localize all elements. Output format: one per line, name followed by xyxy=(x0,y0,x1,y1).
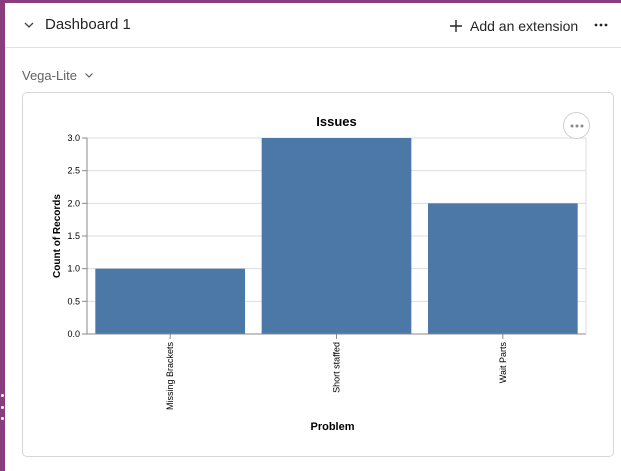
y-tick-label: 3.0 xyxy=(67,133,80,143)
bar xyxy=(261,138,412,334)
chevron-down-icon xyxy=(85,73,93,78)
bar xyxy=(427,203,578,334)
chevron-down-icon[interactable] xyxy=(23,19,35,31)
y-tick-label: 2.0 xyxy=(67,198,80,208)
y-tick-label: 1.0 xyxy=(67,264,80,274)
x-tick-label: Wait Parts xyxy=(498,342,508,384)
chart-card: 0.0 0.5 1.0 1.5 2.0 2.5 3.0 Missing Brackets Sho… xyxy=(22,92,614,457)
x-axis-title: Problem xyxy=(310,421,354,433)
more-horizontal-icon xyxy=(570,124,583,127)
more-horizontal-icon[interactable] xyxy=(591,15,611,35)
y-tick-label: 0.0 xyxy=(67,329,80,339)
y-tick-label: 2.5 xyxy=(67,166,80,176)
app-accent-rail-top xyxy=(0,0,621,3)
y-tick-label: 0.5 xyxy=(67,296,80,306)
drag-handle-icon[interactable] xyxy=(0,394,5,420)
dashboard-header: Dashboard 1 Add an extension xyxy=(5,3,621,48)
x-tick-label: Missing Brackets xyxy=(165,342,175,411)
add-extension-button[interactable]: Add an extension xyxy=(449,14,578,38)
plus-icon xyxy=(450,20,462,32)
x-tick-label: Short staffed xyxy=(332,342,342,393)
dashboard-title: Dashboard 1 xyxy=(45,16,131,33)
bar xyxy=(95,268,246,334)
app-accent-rail-left xyxy=(0,0,5,471)
y-axis-title: Count of Records xyxy=(52,194,63,278)
bar-chart: 0.0 0.5 1.0 1.5 2.0 2.5 3.0 Missing Brackets Sho… xyxy=(52,114,587,433)
y-tick-label: 1.5 xyxy=(67,231,80,241)
vega-lite-mode-selector[interactable]: Vega-Lite xyxy=(22,66,94,84)
chart-actions-button[interactable] xyxy=(563,112,590,139)
mode-selector-value: Vega-Lite xyxy=(22,67,77,83)
chart-title: Issues xyxy=(316,114,356,129)
add-extension-label: Add an extension xyxy=(470,18,579,34)
